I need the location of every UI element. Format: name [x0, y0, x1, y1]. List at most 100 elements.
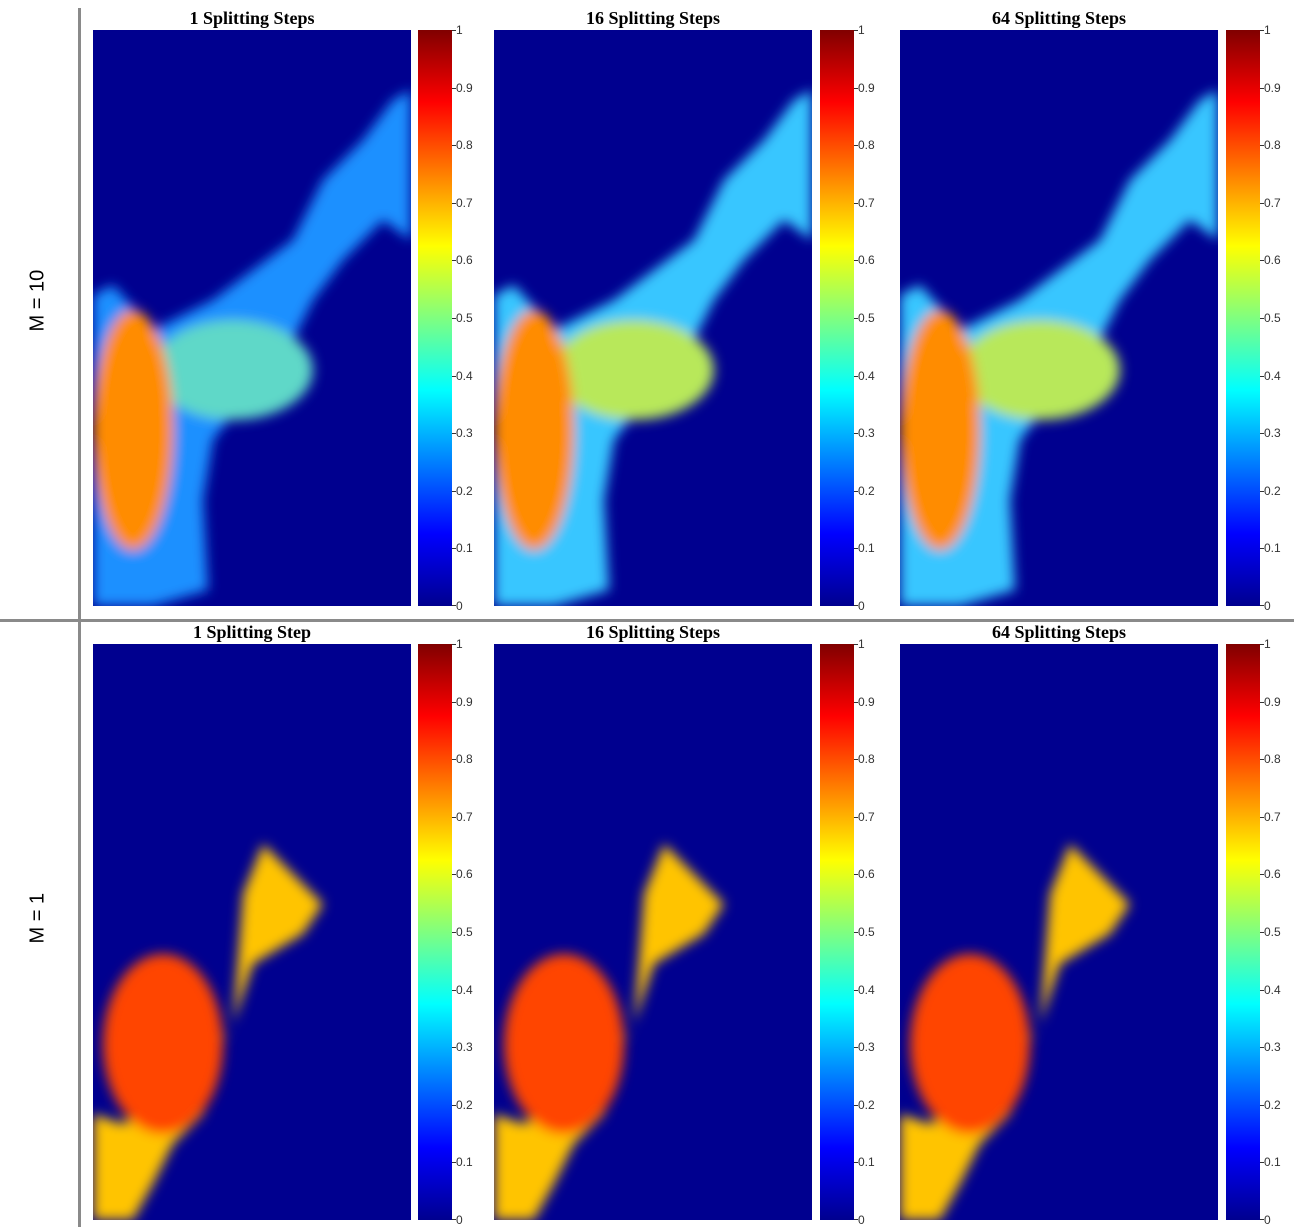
colorbar-tick-label: 0.9	[1264, 694, 1281, 709]
colorbar-tick-label: 0.7	[858, 195, 875, 210]
colorbar-tick-label: 0.8	[456, 138, 473, 153]
panel-title: 1 Splitting Steps	[189, 8, 315, 28]
row-label-m1: M = 1	[26, 892, 49, 944]
colorbar-tick-label: 0	[858, 1213, 865, 1227]
colorbar-tick-label: 0.7	[1264, 195, 1281, 210]
colorbar-tick-mark	[1260, 605, 1264, 606]
plume-hotspot	[103, 954, 223, 1134]
colorbar-tick-mark	[452, 644, 456, 645]
colorbar-tick-label: 0.6	[858, 253, 875, 268]
colorbar-tick-mark	[1260, 1104, 1264, 1106]
colorbar-tick-mark	[1260, 1162, 1264, 1164]
plume-hotspot	[900, 310, 980, 550]
colorbar-tick-mark	[854, 145, 858, 147]
colorbar-tick-label: 0.5	[456, 311, 473, 325]
colorbar-tick-mark	[1260, 490, 1264, 492]
colorbar-tick-mark	[854, 816, 858, 818]
colorbar-tick-label: 0.8	[456, 752, 473, 767]
colorbar-tick-mark	[854, 30, 858, 31]
heatmap-image	[900, 30, 1218, 606]
colorbar-tick-label: 0.8	[858, 752, 875, 767]
colorbar-tick-mark	[1260, 548, 1264, 550]
colorbar-tick-mark	[452, 701, 456, 703]
colorbar-tick-mark	[452, 989, 456, 991]
colorbar-tick-label: 0	[1264, 599, 1271, 613]
colorbar-tick-label: 0.7	[456, 195, 473, 210]
panel-title: 16 Splitting Steps	[585, 622, 721, 642]
plume-core	[554, 320, 714, 420]
plume-hotspot	[93, 310, 173, 550]
colorbar-tick-mark	[1260, 759, 1264, 761]
colorbar-tick-label: 0.7	[858, 809, 875, 824]
colorbar-tick-mark	[452, 1162, 456, 1164]
plume-core	[960, 320, 1120, 420]
colorbar-tick-label: 1	[858, 23, 865, 37]
colorbar-gradient	[820, 30, 854, 606]
colorbar-tick-mark	[854, 1162, 858, 1164]
colorbar-tick-mark	[854, 1104, 858, 1106]
colorbar-tick-mark	[1260, 816, 1264, 818]
colorbar-tick-label: 0.9	[858, 80, 875, 95]
colorbar	[1226, 644, 1260, 1220]
colorbar-tick-mark	[452, 490, 456, 492]
colorbar-tick-mark	[1260, 318, 1264, 319]
plume-hotspot	[910, 954, 1030, 1134]
colorbar-tick-label: 0.6	[1264, 253, 1281, 268]
colorbar-tick-mark	[452, 30, 456, 31]
colorbar	[418, 644, 452, 1220]
colorbar-gradient	[418, 644, 452, 1220]
colorbar-tick-mark	[854, 1047, 858, 1049]
colorbar-tick-label: 0.8	[858, 138, 875, 153]
colorbar-tick-label: 0	[456, 599, 463, 613]
colorbar-tick-mark	[1260, 260, 1264, 262]
colorbar-tick-label: 0.2	[1264, 483, 1281, 498]
colorbar-tick-label: 0.2	[858, 483, 875, 498]
colorbar-tick-mark	[452, 87, 456, 89]
colorbar-tick-label: 0.7	[456, 809, 473, 824]
colorbar-tick-mark	[1260, 989, 1264, 991]
colorbar-tick-mark	[1260, 644, 1264, 645]
colorbar-tick-mark	[1260, 932, 1264, 933]
colorbar-tick-mark	[452, 605, 456, 606]
plume-core	[153, 320, 313, 420]
colorbar-tick-mark	[854, 759, 858, 761]
panel-title: 16 Splitting Steps	[585, 8, 721, 28]
colorbar-tick-label: 0.6	[456, 253, 473, 268]
colorbar-gradient	[820, 644, 854, 1220]
colorbar-tick-mark	[452, 202, 456, 204]
colorbar-tick-mark	[854, 1219, 858, 1220]
colorbar-tick-mark	[854, 202, 858, 204]
colorbar-tick-mark	[452, 318, 456, 319]
colorbar-gradient	[1226, 644, 1260, 1220]
colorbar-tick-label: 0.2	[858, 1097, 875, 1112]
colorbar-tick-label: 0.5	[858, 311, 875, 325]
colorbar-tick-label: 0.9	[1264, 80, 1281, 95]
colorbar-tick-label: 0.3	[1264, 1040, 1281, 1055]
colorbar-tick-label: 0.9	[456, 80, 473, 95]
colorbar-tick-label: 0.5	[456, 925, 473, 939]
row-label-m10: M = 10	[26, 269, 49, 332]
colorbar-tick-mark	[854, 701, 858, 703]
colorbar-tick-mark	[1260, 433, 1264, 435]
colorbar-tick-mark	[854, 260, 858, 262]
colorbar-tick-mark	[854, 375, 858, 377]
heatmap-image	[93, 644, 411, 1220]
colorbar-tick-label: 0.4	[456, 982, 473, 997]
colorbar-gradient	[1226, 30, 1260, 606]
colorbar-tick-mark	[452, 1219, 456, 1220]
colorbar-tick-label: 0.9	[456, 694, 473, 709]
colorbar-tick-mark	[854, 989, 858, 991]
colorbar-tick-mark	[854, 932, 858, 933]
colorbar-tick-label: 0.9	[858, 694, 875, 709]
colorbar-tick-label: 0.6	[456, 867, 473, 882]
colorbar-tick-mark	[1260, 1047, 1264, 1049]
heatmap-image	[494, 30, 812, 606]
colorbar-tick-label: 0.2	[456, 1097, 473, 1112]
colorbar	[1226, 30, 1260, 606]
colorbar-tick-mark	[452, 759, 456, 761]
colorbar-tick-mark	[1260, 87, 1264, 89]
colorbar-tick-mark	[854, 605, 858, 606]
colorbar-tick-label: 0	[1264, 1213, 1271, 1227]
colorbar	[820, 644, 854, 1220]
colorbar	[418, 30, 452, 606]
